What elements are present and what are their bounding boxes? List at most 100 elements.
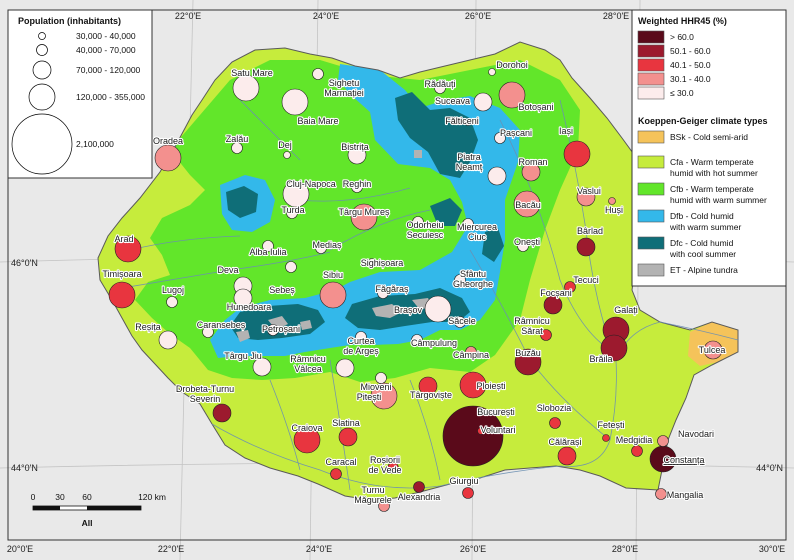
city-label: Deva: [217, 265, 238, 275]
city-marker: [312, 68, 324, 80]
city-label: Slatina: [332, 418, 360, 428]
climate-class-label: BSk - Cold semi-arid: [670, 132, 748, 142]
climate-class-label: Dfc - Cold humid: [670, 238, 734, 248]
city-label: Alexandria: [398, 492, 441, 502]
hhr-swatch: [637, 58, 665, 72]
city-label: Câmpina: [453, 350, 489, 360]
city-label: Arad: [114, 234, 133, 244]
city-label: Sighetu Marmației: [324, 78, 364, 98]
city-label: Călărași: [548, 437, 581, 447]
city-marker: [335, 358, 355, 378]
city-marker: [267, 324, 279, 336]
climate-dfc-zone: [395, 92, 478, 178]
city-marker: [370, 382, 398, 410]
city-marker: [114, 235, 142, 263]
city-label: Focșani: [540, 288, 572, 298]
top-lon-tick: 26°0'E: [465, 11, 491, 21]
city-marker: [347, 145, 367, 165]
hhr-climate-legend: Weighted HHR45 (%) > 60.0 50.1 - 60.0 40.1…: [631, 9, 787, 287]
city-label: Timișoara: [102, 269, 141, 279]
city-label: Lugoj: [162, 285, 184, 295]
bottom-lon-tick: 28°0'E: [612, 544, 638, 554]
city-marker: [202, 326, 214, 338]
city-marker: [465, 346, 477, 358]
city-marker: [315, 242, 327, 254]
city-label: Săcele: [448, 316, 476, 326]
city-marker: [602, 434, 610, 442]
city-label: Rădăuți: [424, 79, 455, 89]
hhr-legend-title: Weighted HHR45 (%): [638, 16, 727, 26]
city-marker: [378, 500, 390, 512]
city-marker: [564, 281, 576, 293]
city-marker: [464, 118, 472, 126]
city-label: Caracal: [325, 457, 356, 467]
city-label: Onești: [514, 237, 540, 247]
city-label: Sighișoara: [361, 258, 404, 268]
climate-et-zones: [236, 150, 432, 342]
scale-caption: All: [82, 518, 93, 528]
city-label: Turda: [281, 205, 304, 215]
population-class-label: 2,100,000: [76, 139, 114, 149]
population-class-label: 120,000 - 355,000: [76, 92, 145, 102]
city-label: Tulcea: [699, 345, 726, 355]
city-label: Reghin: [343, 179, 372, 189]
city-label: Câmpulung: [411, 338, 457, 348]
city-marker: [576, 237, 596, 257]
hhr-swatch: [637, 86, 665, 100]
hhr-class-label: ≤ 30.0: [670, 88, 694, 98]
city-label: Târgoviște: [410, 390, 452, 400]
city-label: Tecuci: [573, 275, 599, 285]
top-lon-tick: 28°0'E: [603, 11, 629, 21]
population-symbol-4: [28, 83, 56, 111]
hhr-swatch: [637, 72, 665, 86]
hhr-swatch: [637, 44, 665, 58]
city-marker: [330, 468, 342, 480]
city-marker: [488, 68, 496, 76]
city-marker: [350, 203, 378, 231]
city-markers: Satu Mare Sighetu Marmației Baia Mare Rădăuț…: [101, 59, 726, 512]
city-marker: [158, 330, 178, 350]
city-label: Miercurea Ciuc: [457, 222, 497, 242]
hhr-class-label: > 60.0: [670, 32, 694, 42]
population-symbol-5: [11, 113, 73, 175]
right-lat-tick: 44°0'N: [756, 463, 783, 473]
city-marker: [387, 462, 399, 474]
city-marker: [543, 295, 563, 315]
city-label: Sibiu: [323, 270, 343, 280]
city-marker: [494, 132, 506, 144]
city-label: Slobozia: [537, 403, 572, 413]
city-label: Satu Mare: [231, 68, 273, 78]
city-label: Hunedoara: [227, 302, 272, 312]
climate-dfc-zone-6: [430, 198, 462, 226]
city-label: Fetești: [597, 420, 624, 430]
city-marker: [319, 281, 347, 309]
city-marker: [166, 296, 178, 308]
city-label: Dorohoi: [496, 60, 528, 70]
city-label: Pitești: [357, 392, 382, 402]
city-label: Roșiorii de Vede: [368, 455, 401, 475]
bottom-lon-tick: 22°0'E: [158, 544, 184, 554]
city-marker: [418, 376, 438, 396]
city-label: Bistrița: [341, 142, 369, 152]
city-label: Râmnicu Vâlcea: [290, 354, 326, 374]
city-label: Târgu Jiu: [224, 351, 262, 361]
climate-swatch-cfb: [637, 182, 665, 196]
bottom-lon-tick: 20°0'E: [7, 544, 33, 554]
city-label: Bârlad: [577, 226, 603, 236]
climate-swatch-dfc: [637, 236, 665, 250]
scale-label: 30: [55, 492, 65, 502]
city-marker: [282, 180, 310, 208]
city-label: Constanța: [663, 455, 704, 465]
city-label: Râmnicu Sărat: [514, 316, 550, 336]
city-marker: [517, 240, 529, 252]
city-label: Mangalia: [667, 490, 704, 500]
city-label: Brașov: [394, 305, 423, 315]
city-marker: [262, 240, 274, 252]
city-label: Dej: [278, 140, 292, 150]
city-label: Alba Iulia: [249, 247, 286, 257]
city-marker: [454, 274, 466, 286]
left-lat-tick: 46°0'N: [11, 258, 38, 268]
city-label: Cluj-Napoca: [286, 179, 336, 189]
city-marker: [377, 287, 389, 299]
city-label: Caransebeș: [197, 320, 246, 330]
